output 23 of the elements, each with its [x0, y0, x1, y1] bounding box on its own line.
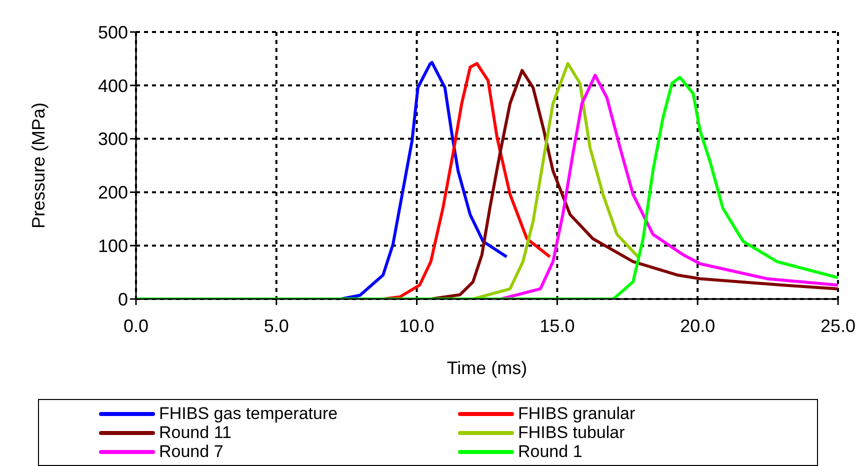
legend-label: FHIBS granular — [518, 404, 636, 423]
y-tick-label: 200 — [98, 182, 128, 203]
line-series — [500, 74, 838, 299]
y-tick-label: 400 — [98, 76, 128, 96]
y-tick-label: 500 — [98, 22, 128, 42]
line-series — [471, 62, 640, 299]
x-tick-label: 20.0 — [680, 316, 716, 336]
y-tick-label: 0 — [118, 289, 128, 310]
x-tick-label: 25.0 — [820, 316, 856, 336]
x-axis-title: Time (ms) — [446, 358, 528, 378]
line-series — [339, 60, 508, 299]
y-axis-title: Pressure (MPa) — [28, 102, 48, 229]
legend-label: FHIBS gas temperature — [159, 404, 338, 423]
legend-label: Round 1 — [518, 442, 582, 461]
x-tick-label: 0.0 — [123, 316, 149, 336]
x-tick-label: 10.0 — [399, 316, 434, 336]
legend-label: Round 11 — [159, 423, 232, 442]
legend-label: Round 7 — [159, 442, 224, 461]
x-tick-label: 5.0 — [264, 316, 289, 336]
y-tick-label: 100 — [98, 236, 128, 256]
legend-label: FHIBS tubular — [518, 423, 625, 442]
x-tick-label: 15.0 — [540, 316, 575, 336]
y-tick-label: 300 — [98, 129, 128, 150]
